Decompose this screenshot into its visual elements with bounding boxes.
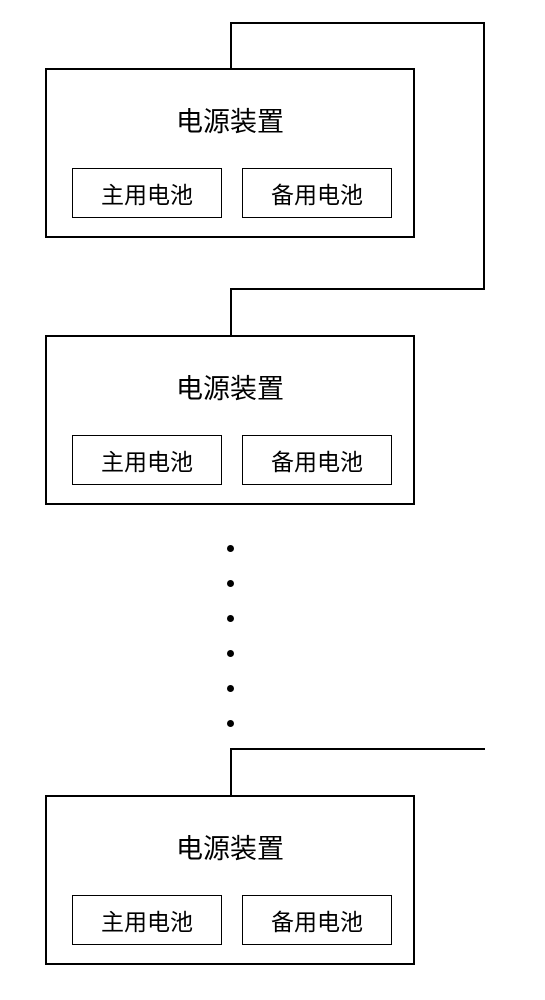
ellipsis-dot-2 <box>227 580 234 587</box>
connector-3-top-h <box>230 748 485 750</box>
diagram-canvas: 电源装置 主用电池 备用电池 电源装置 主用电池 备用电池 电源装置 主用电池 … <box>0 0 545 1000</box>
connector-2-top-h <box>230 288 485 290</box>
module-2-title: 电源装置 <box>47 367 413 406</box>
module-3-backup-battery-label: 备用电池 <box>271 903 363 937</box>
module-1-main-battery-label: 主用电池 <box>101 176 193 210</box>
ellipsis-dot-5 <box>227 685 234 692</box>
ellipsis-dot-4 <box>227 650 234 657</box>
module-1-title: 电源装置 <box>47 100 413 139</box>
ellipsis-dot-1 <box>227 545 234 552</box>
module-1-backup-battery-label: 备用电池 <box>271 176 363 210</box>
connector-1-top-h <box>230 22 485 24</box>
connector-1-right-v <box>483 22 485 290</box>
module-2-backup-battery-label: 备用电池 <box>271 443 363 477</box>
power-module-2: 电源装置 主用电池 备用电池 <box>45 335 415 505</box>
module-2-backup-battery: 备用电池 <box>242 435 392 485</box>
module-3-main-battery: 主用电池 <box>72 895 222 945</box>
module-2-main-battery: 主用电池 <box>72 435 222 485</box>
module-1-main-battery: 主用电池 <box>72 168 222 218</box>
module-1-backup-battery: 备用电池 <box>242 168 392 218</box>
connector-3-left-v <box>230 748 232 795</box>
module-2-main-battery-label: 主用电池 <box>101 443 193 477</box>
power-module-1: 电源装置 主用电池 备用电池 <box>45 68 415 238</box>
power-module-3: 电源装置 主用电池 备用电池 <box>45 795 415 965</box>
ellipsis-dot-3 <box>227 615 234 622</box>
ellipsis-dot-6 <box>227 720 234 727</box>
connector-1-left-v <box>230 22 232 68</box>
module-3-main-battery-label: 主用电池 <box>101 903 193 937</box>
connector-2-left-v <box>230 288 232 335</box>
module-3-title: 电源装置 <box>47 827 413 866</box>
module-3-backup-battery: 备用电池 <box>242 895 392 945</box>
